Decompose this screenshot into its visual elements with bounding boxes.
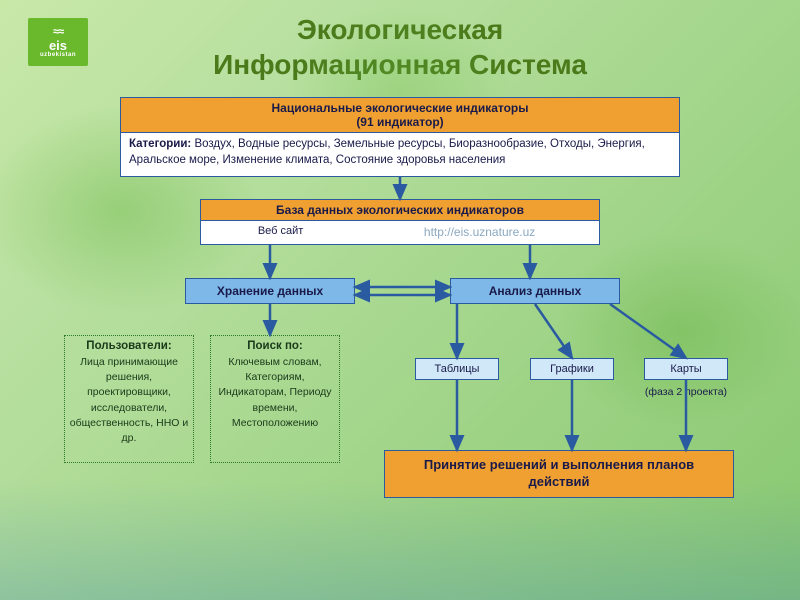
logo-brand: eis xyxy=(49,39,67,52)
search-header: Поиск по: xyxy=(215,340,335,352)
users-box: Пользователи: Лица принимающие решения, … xyxy=(64,335,194,463)
storage-box: Хранение данных xyxy=(185,278,355,304)
search-box: Поиск по: Ключевым словам, Категориям, И… xyxy=(210,335,340,463)
logo-subtitle: uzbekistan xyxy=(40,52,76,58)
users-body: Лица принимающие решения, проектировщики… xyxy=(69,355,189,446)
users-header: Пользователи: xyxy=(69,340,189,352)
indicators-header-line1: Национальные экологические индикаторы xyxy=(272,101,529,115)
website-url[interactable]: http://eis.uznature.uz xyxy=(360,225,599,239)
tables-output: Таблицы xyxy=(415,358,499,380)
website-label: Веб сайт xyxy=(201,225,360,239)
database-header: База данных экологических индикаторов xyxy=(201,200,599,221)
phase-note: (фаза 2 проекта) xyxy=(644,386,728,400)
indicators-header-line2: (91 индикатор) xyxy=(356,115,443,129)
database-box: База данных экологических индикаторов Ве… xyxy=(200,199,600,245)
logo-waves-icon: ≈≈ xyxy=(53,27,63,38)
categories-label: Категории: xyxy=(129,138,191,150)
indicators-categories: Категории: Воздух, Водные ресурсы, Земел… xyxy=(121,133,679,172)
search-body: Ключевым словам, Категориям, Индикаторам… xyxy=(215,355,335,431)
decision-box: Принятие решений и выполнения планов дей… xyxy=(384,450,734,498)
analysis-box: Анализ данных xyxy=(450,278,620,304)
maps-output: Карты xyxy=(644,358,728,380)
categories-text: Воздух, Водные ресурсы, Земельные ресурс… xyxy=(129,138,645,166)
indicators-header: Национальные экологические индикаторы (9… xyxy=(121,98,679,133)
graphs-output: Графики xyxy=(530,358,614,380)
indicators-box: Национальные экологические индикаторы (9… xyxy=(120,97,680,177)
eis-logo: ≈≈ eis uzbekistan xyxy=(28,18,88,66)
background-decoration xyxy=(0,0,800,600)
